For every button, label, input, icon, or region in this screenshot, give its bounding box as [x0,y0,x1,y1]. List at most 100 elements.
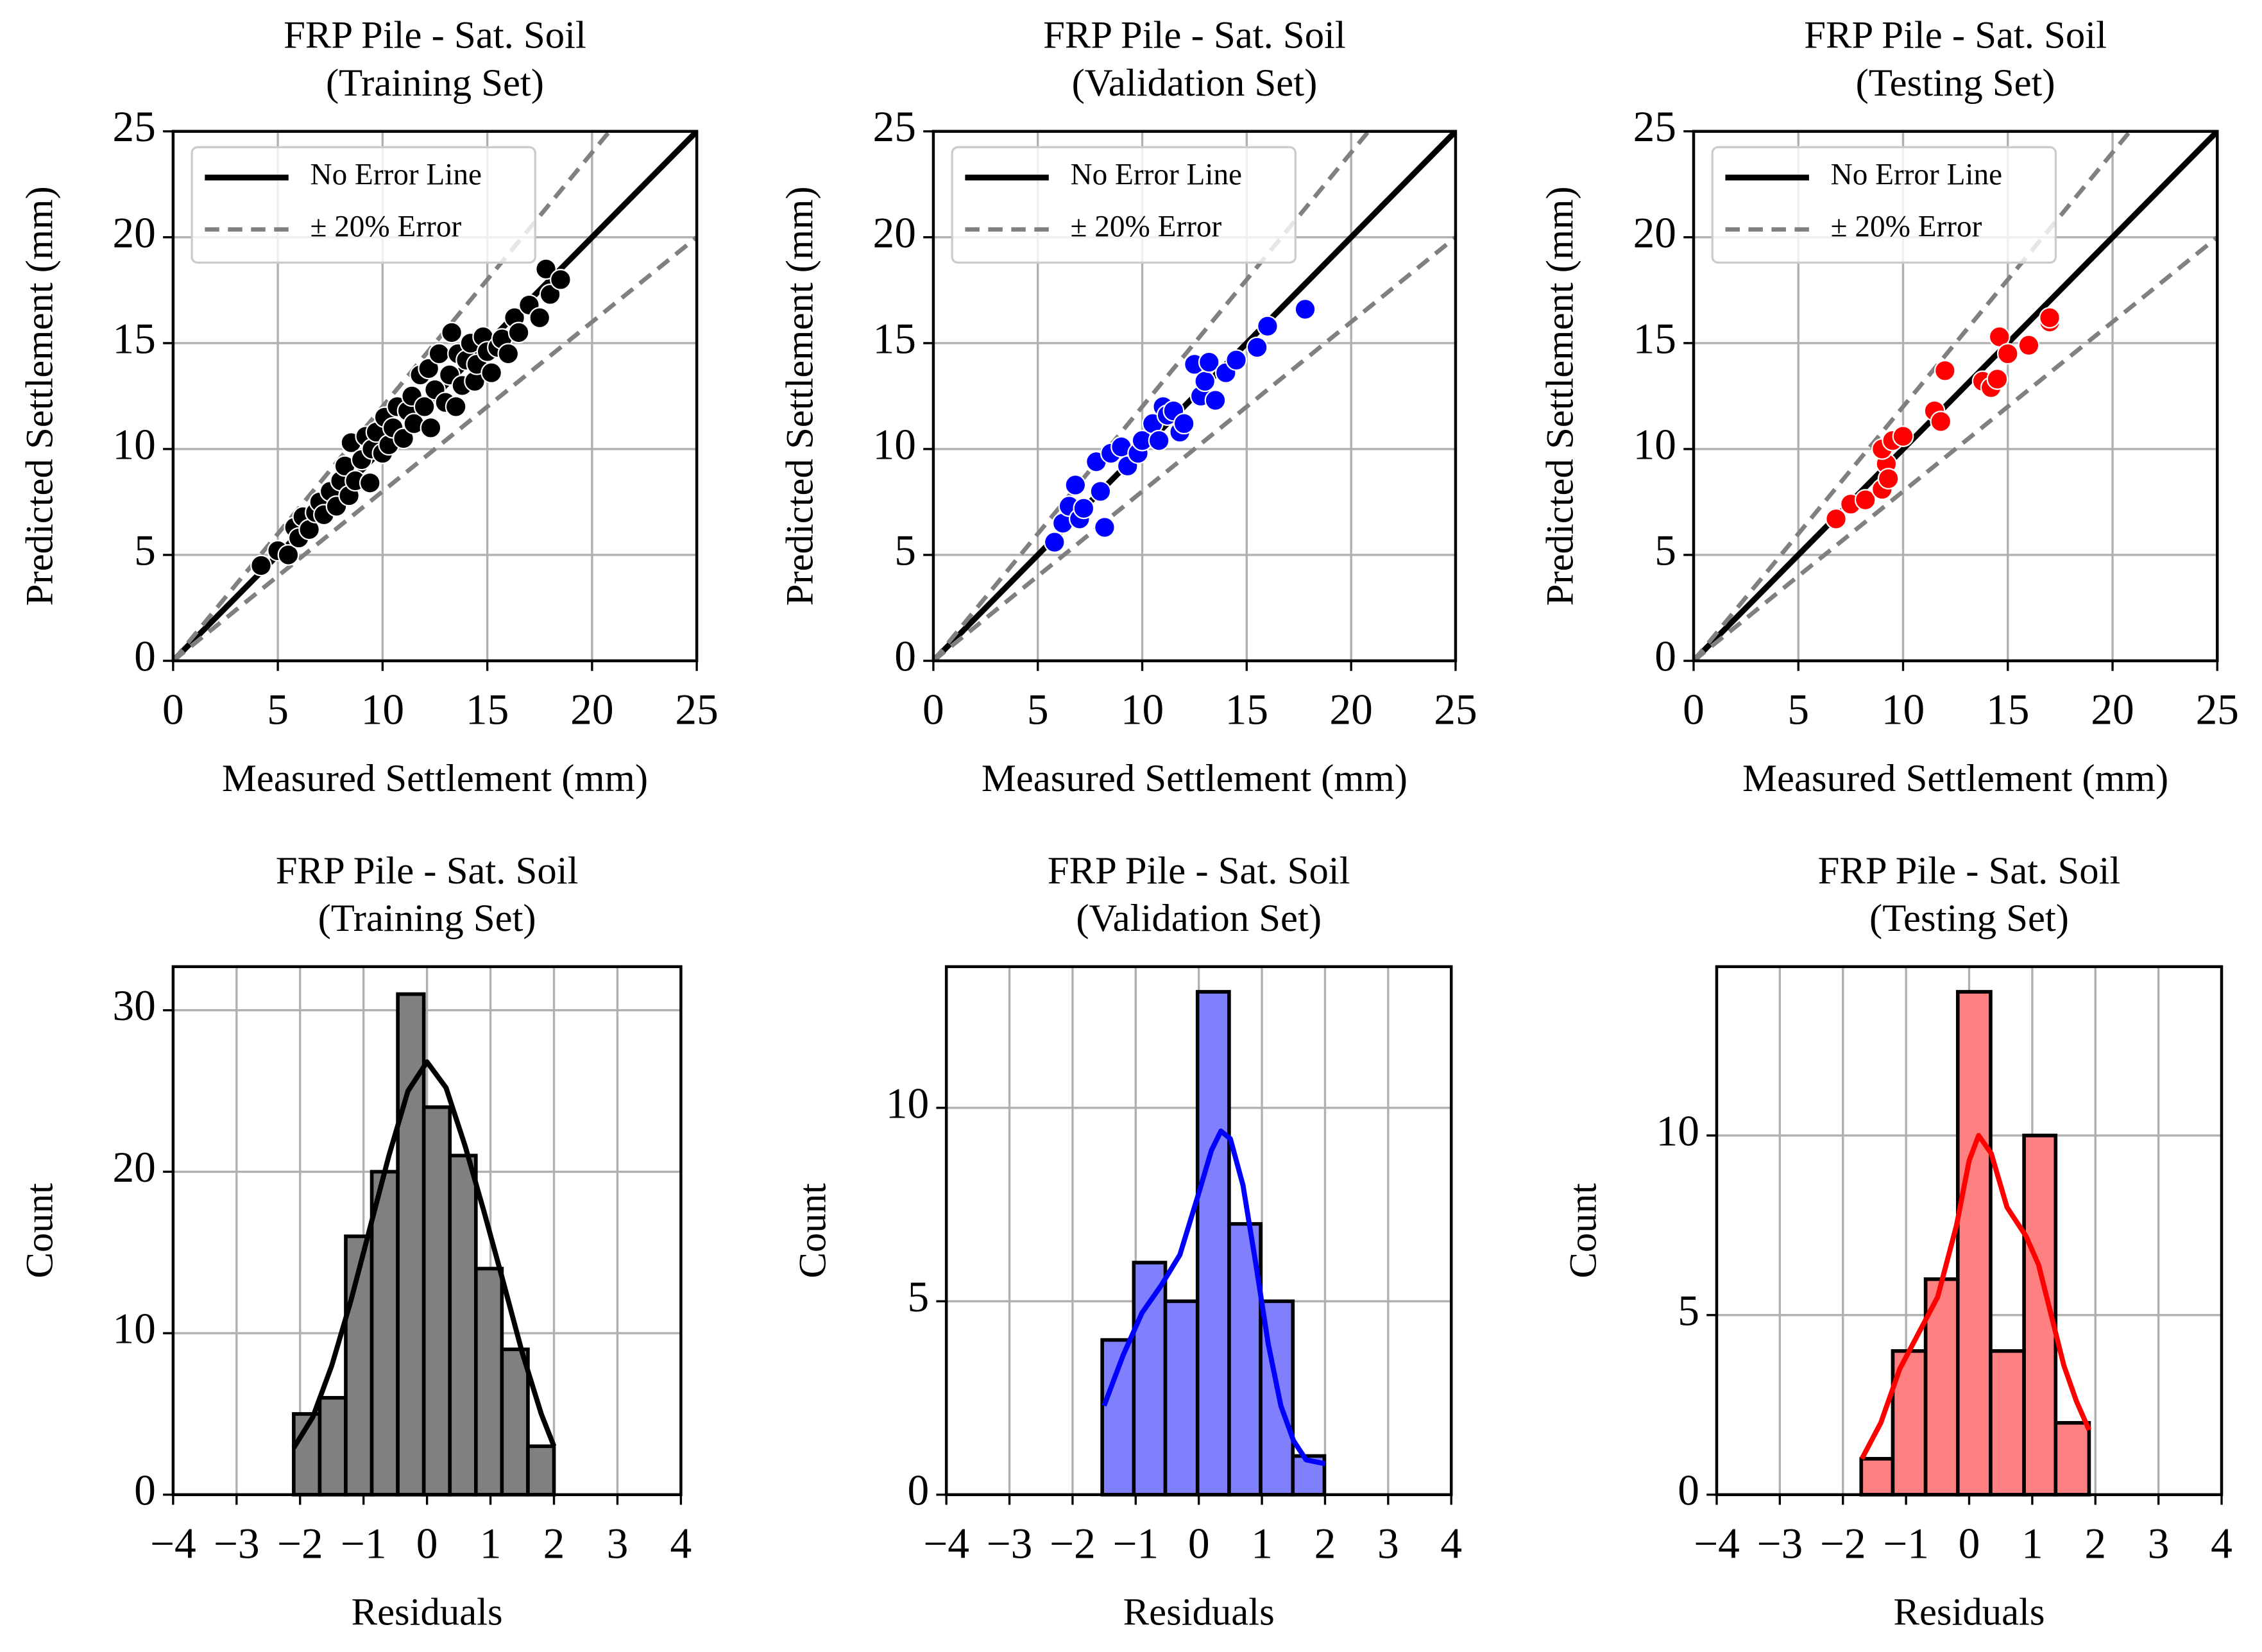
x-tick-label: −3 [214,1519,260,1567]
x-tick-label: 1 [1251,1519,1273,1567]
point [418,357,440,380]
x-tick-label: 4 [670,1519,692,1567]
y-tick-label: 0 [134,633,156,681]
x-axis-label: Measured Settlement (mm) [982,757,1407,800]
point [1930,411,1952,432]
point [480,362,503,384]
point [1934,359,1956,382]
axes-frame [931,130,1458,663]
point [1986,368,2009,390]
hist-bar [1989,1349,2026,1497]
point [497,343,520,365]
point [445,396,467,418]
x-tick-label: −3 [1756,1519,1803,1567]
point [1257,315,1279,337]
y-tick-label: 0 [894,633,916,681]
x-tick-label: 20 [570,686,613,734]
x-tick-label: −1 [1883,1519,1929,1567]
point [428,343,450,365]
x-tick-label: 0 [1959,1519,1980,1567]
x-tick-label: −4 [923,1519,969,1567]
hist-bar [1163,1299,1200,1497]
y-tick-label: 0 [1654,633,1676,681]
y-tick-label: 25 [1633,103,1676,151]
chart-subtitle: (Validation Set) [1076,897,1322,940]
x-tick-label: 15 [1225,686,1268,734]
point [1073,497,1095,520]
x-tick-label: −2 [277,1519,323,1567]
chart-title: FRP Pile - Sat. Soil [1043,14,1346,57]
reference-line [173,235,697,661]
x-tick-label: −4 [150,1519,196,1567]
hist-bar [1195,990,1231,1497]
kde-line [1859,1132,2092,1460]
y-tick-label: 5 [134,526,156,574]
point [413,396,436,418]
legend-label: ± 20% Error [1831,210,1982,243]
x-tick-label: −1 [341,1519,387,1567]
hist-bar [421,1105,452,1497]
point [1173,413,1195,435]
x-tick-label: 5 [1787,686,1809,734]
y-tick-label: 10 [886,1079,929,1127]
legend-label: ± 20% Error [1071,210,1222,243]
x-tick-label: −1 [1112,1519,1159,1567]
point [250,554,272,577]
hist-bar [448,1154,478,1497]
point [1204,389,1227,411]
y-tick-label: 5 [1654,526,1676,574]
x-tick-label: 10 [361,686,404,734]
hist-bar [526,1444,556,1497]
point [1854,489,1876,511]
chart-title: FRP Pile - Sat. Soil [1804,14,2107,57]
legend-label: No Error Line [1831,158,2002,192]
chart-title: FRP Pile - Sat. Soil [1048,849,1350,892]
point [1892,425,1914,447]
y-axis-label: Predicted Settlement (mm) [778,186,821,606]
hist-bar [500,1347,530,1497]
x-axis-label: Measured Settlement (mm) [1742,757,2168,800]
x-tick-label: 0 [416,1519,438,1567]
chart-subtitle: (Validation Set) [1072,62,1318,105]
point [1148,429,1170,452]
panel: 0 5 10 15 20 25 0 5 10 15 20 25 No Error Line ± 20% E… [1539,14,2239,800]
hist-bar [1955,990,1993,1497]
hist-bar [473,1266,504,1497]
point [539,284,561,305]
x-axis-label: Measured Settlement (mm) [222,757,648,800]
chart-title: FRP Pile - Sat. Soil [1818,849,2121,892]
x-tick-label: −2 [1820,1519,1866,1567]
y-tick-label: 20 [1633,209,1676,257]
y-tick-label: 0 [907,1466,929,1514]
chart-subtitle: (Training Set) [318,897,536,940]
x-tick-label: 5 [1027,686,1049,734]
y-tick-label: 5 [1678,1286,1699,1334]
hist-bar [2054,1420,2091,1497]
x-tick-label: 20 [2091,686,2134,734]
y-tick-label: 15 [872,314,915,362]
point [1194,370,1216,393]
hist-bar [370,1170,400,1497]
point [393,427,414,450]
y-axis-label: Predicted Settlement (mm) [18,186,61,606]
y-tick-label: 10 [1656,1107,1699,1155]
x-tick-label: 25 [2196,686,2239,734]
hist-bar [318,1395,348,1497]
y-axis-label: Predicted Settlement (mm) [1539,186,1582,606]
legend-label: No Error Line [1071,158,1242,192]
point [420,417,442,439]
axes-frame [171,965,683,1497]
y-tick-label: 0 [1678,1466,1699,1514]
panel: 0 5 10 15 20 25 0 5 10 15 20 25 No Error Line ± 20% E… [778,14,1477,800]
x-tick-label: −3 [987,1519,1033,1567]
reference-line [1694,235,2218,661]
point [1043,531,1066,554]
x-tick-label: −2 [1050,1519,1096,1567]
chart-subtitle: (Training Set) [326,62,544,105]
x-tick-label: 2 [2084,1519,2106,1567]
y-tick-label: 30 [112,982,155,1030]
x-tick-label: 3 [607,1519,629,1567]
x-tick-label: 0 [1188,1519,1210,1567]
